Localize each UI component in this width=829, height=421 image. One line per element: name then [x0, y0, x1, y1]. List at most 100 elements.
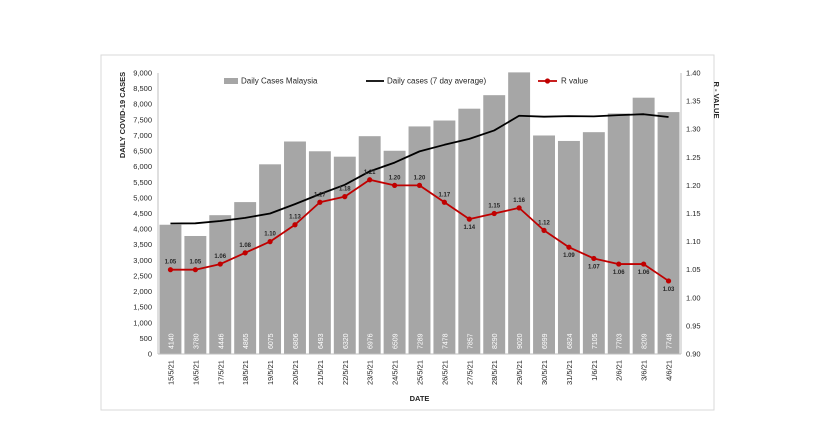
- r-value-label: 1.03: [663, 287, 675, 293]
- r-value-label: 1.10: [264, 232, 276, 238]
- r-value-point-29/5/21: [516, 205, 522, 211]
- y-tick-label: 4,000: [133, 225, 152, 234]
- bar-27/5/21: [458, 108, 481, 354]
- y-tick-label: 2,000: [133, 287, 152, 296]
- y-tick-label: 7,000: [133, 131, 152, 140]
- r-value-label: 1.05: [165, 260, 177, 266]
- bar-17/5/21: [209, 215, 232, 354]
- bar-30/5/21: [533, 135, 555, 354]
- r-value-point-15/5/21: [167, 267, 174, 273]
- x-tick-label: 3/6/21: [640, 360, 649, 381]
- y-tick-label: 7,500: [133, 115, 152, 124]
- r-value-point-30/5/21: [541, 227, 547, 233]
- bar-18/5/21: [234, 202, 257, 354]
- r-value-label: 1.06: [638, 270, 650, 276]
- r-value-label: 1.20: [389, 175, 401, 181]
- legend-label-daily-cases: Daily Cases Malaysia: [241, 77, 318, 86]
- y2-tick-label: 1.05: [686, 265, 701, 274]
- y-tick-label: 9,000: [133, 69, 152, 78]
- x-tick-label: 29/5/21: [515, 360, 524, 385]
- bar-3/6/21: [632, 97, 655, 354]
- y2-tick-label: 1.10: [686, 237, 701, 246]
- r-value-point-26/5/21: [441, 199, 447, 205]
- x-tick-label: 30/5/21: [540, 360, 549, 385]
- bar-26/5/21: [433, 120, 456, 355]
- r-value-point-22/5/21: [342, 194, 348, 200]
- r-value-point-28/5/21: [491, 210, 497, 217]
- x-tick-label: 18/5/21: [241, 360, 250, 385]
- bar-29/5/21: [508, 72, 531, 354]
- r-value-point-27/5/21: [466, 216, 472, 222]
- bar-value-label: 6976: [368, 333, 375, 349]
- bar-value-label: 7703: [617, 333, 624, 349]
- y-axis-title: DAILY COVID-19 CASES: [118, 72, 127, 158]
- bar-value-label: 7289: [418, 333, 425, 349]
- r-value-point-23/5/21: [367, 177, 373, 183]
- y-tick-label: 4,500: [133, 209, 152, 218]
- x-tick-label: 31/5/21: [565, 360, 574, 385]
- y-tick-label: 3,500: [133, 240, 152, 249]
- bar-15/5/21: [159, 224, 182, 354]
- bar-value-label: 6509: [393, 333, 400, 349]
- bar-value-label: 6806: [293, 333, 300, 349]
- r-value-point-31/5/21: [566, 244, 572, 250]
- x-tick-label: 24/5/21: [391, 360, 400, 385]
- r-value-label: 1.06: [214, 254, 226, 260]
- r-value-label: 1.07: [588, 264, 600, 270]
- bar-value-label: 8290: [492, 333, 499, 349]
- y-tick-label: 0: [148, 350, 152, 359]
- r-value-point-17/5/21: [217, 261, 223, 267]
- r-value-point-24/5/21: [392, 182, 398, 188]
- y2-tick-label: 0.95: [686, 321, 701, 330]
- x-tick-label: 19/5/21: [266, 360, 275, 385]
- r-value-label: 1.09: [563, 253, 575, 259]
- y2-tick-label: 1.25: [686, 153, 701, 162]
- bar-value-label: 6075: [268, 333, 275, 349]
- r-value-point-3/6/21: [641, 261, 647, 267]
- r-value-label: 1.15: [488, 204, 500, 210]
- y-tick-label: 500: [139, 334, 152, 343]
- x-tick-label: 17/5/21: [216, 360, 225, 385]
- r-value-label: 1.21: [364, 170, 376, 176]
- y-tick-label: 1,000: [133, 318, 152, 327]
- bar-value-label: 7478: [442, 333, 449, 349]
- legend-marker-r-value: [544, 78, 551, 84]
- y2-tick-label: 1.15: [686, 209, 701, 218]
- y-tick-label: 8,000: [133, 100, 152, 109]
- bar-value-label: 6824: [567, 333, 574, 349]
- r-value-label: 1.18: [339, 187, 351, 193]
- x-tick-label: 15/5/21: [166, 360, 175, 385]
- r-value-point-1/6/21: [591, 255, 597, 262]
- r-value-point-20/5/21: [292, 222, 298, 228]
- y2-tick-label: 1.35: [686, 97, 701, 106]
- bar-21/5/21: [308, 151, 331, 354]
- y-tick-label: 5,500: [133, 178, 152, 187]
- bar-19/5/21: [259, 164, 282, 354]
- bar-25/5/21: [408, 126, 431, 354]
- legend-label-seven-day-average: Daily cases (7 day average): [387, 77, 486, 86]
- x-tick-label: 25/5/21: [416, 360, 425, 385]
- x-tick-label: 28/5/21: [490, 360, 499, 385]
- x-tick-label: 16/5/21: [191, 360, 200, 385]
- bar-value-label: 8209: [642, 333, 649, 349]
- bar-value-label: 6493: [318, 333, 325, 349]
- bar-16/5/21: [184, 235, 207, 354]
- bar-value-label: 3780: [193, 333, 200, 349]
- r-value-label: 1.14: [463, 225, 475, 231]
- y-tick-label: 8,500: [133, 84, 152, 93]
- bar-value-label: 6999: [542, 333, 549, 349]
- y2-tick-label: 0.90: [686, 350, 701, 359]
- x-tick-label: 21/5/21: [316, 360, 325, 385]
- y-tick-label: 1,500: [133, 303, 152, 312]
- y-tick-label: 6,000: [133, 162, 152, 171]
- r-value-point-19/5/21: [267, 239, 273, 245]
- r-value-label: 1.20: [414, 175, 426, 181]
- r-value-label: 1.17: [314, 192, 326, 198]
- x-tick-label: 1/6/21: [590, 360, 599, 381]
- bar-value-label: 4446: [218, 333, 225, 349]
- x-axis-title: DATE: [410, 394, 430, 403]
- bar-value-label: 7105: [592, 333, 599, 349]
- y2-tick-label: 1.20: [686, 181, 701, 190]
- bar-value-label: 6320: [343, 333, 350, 349]
